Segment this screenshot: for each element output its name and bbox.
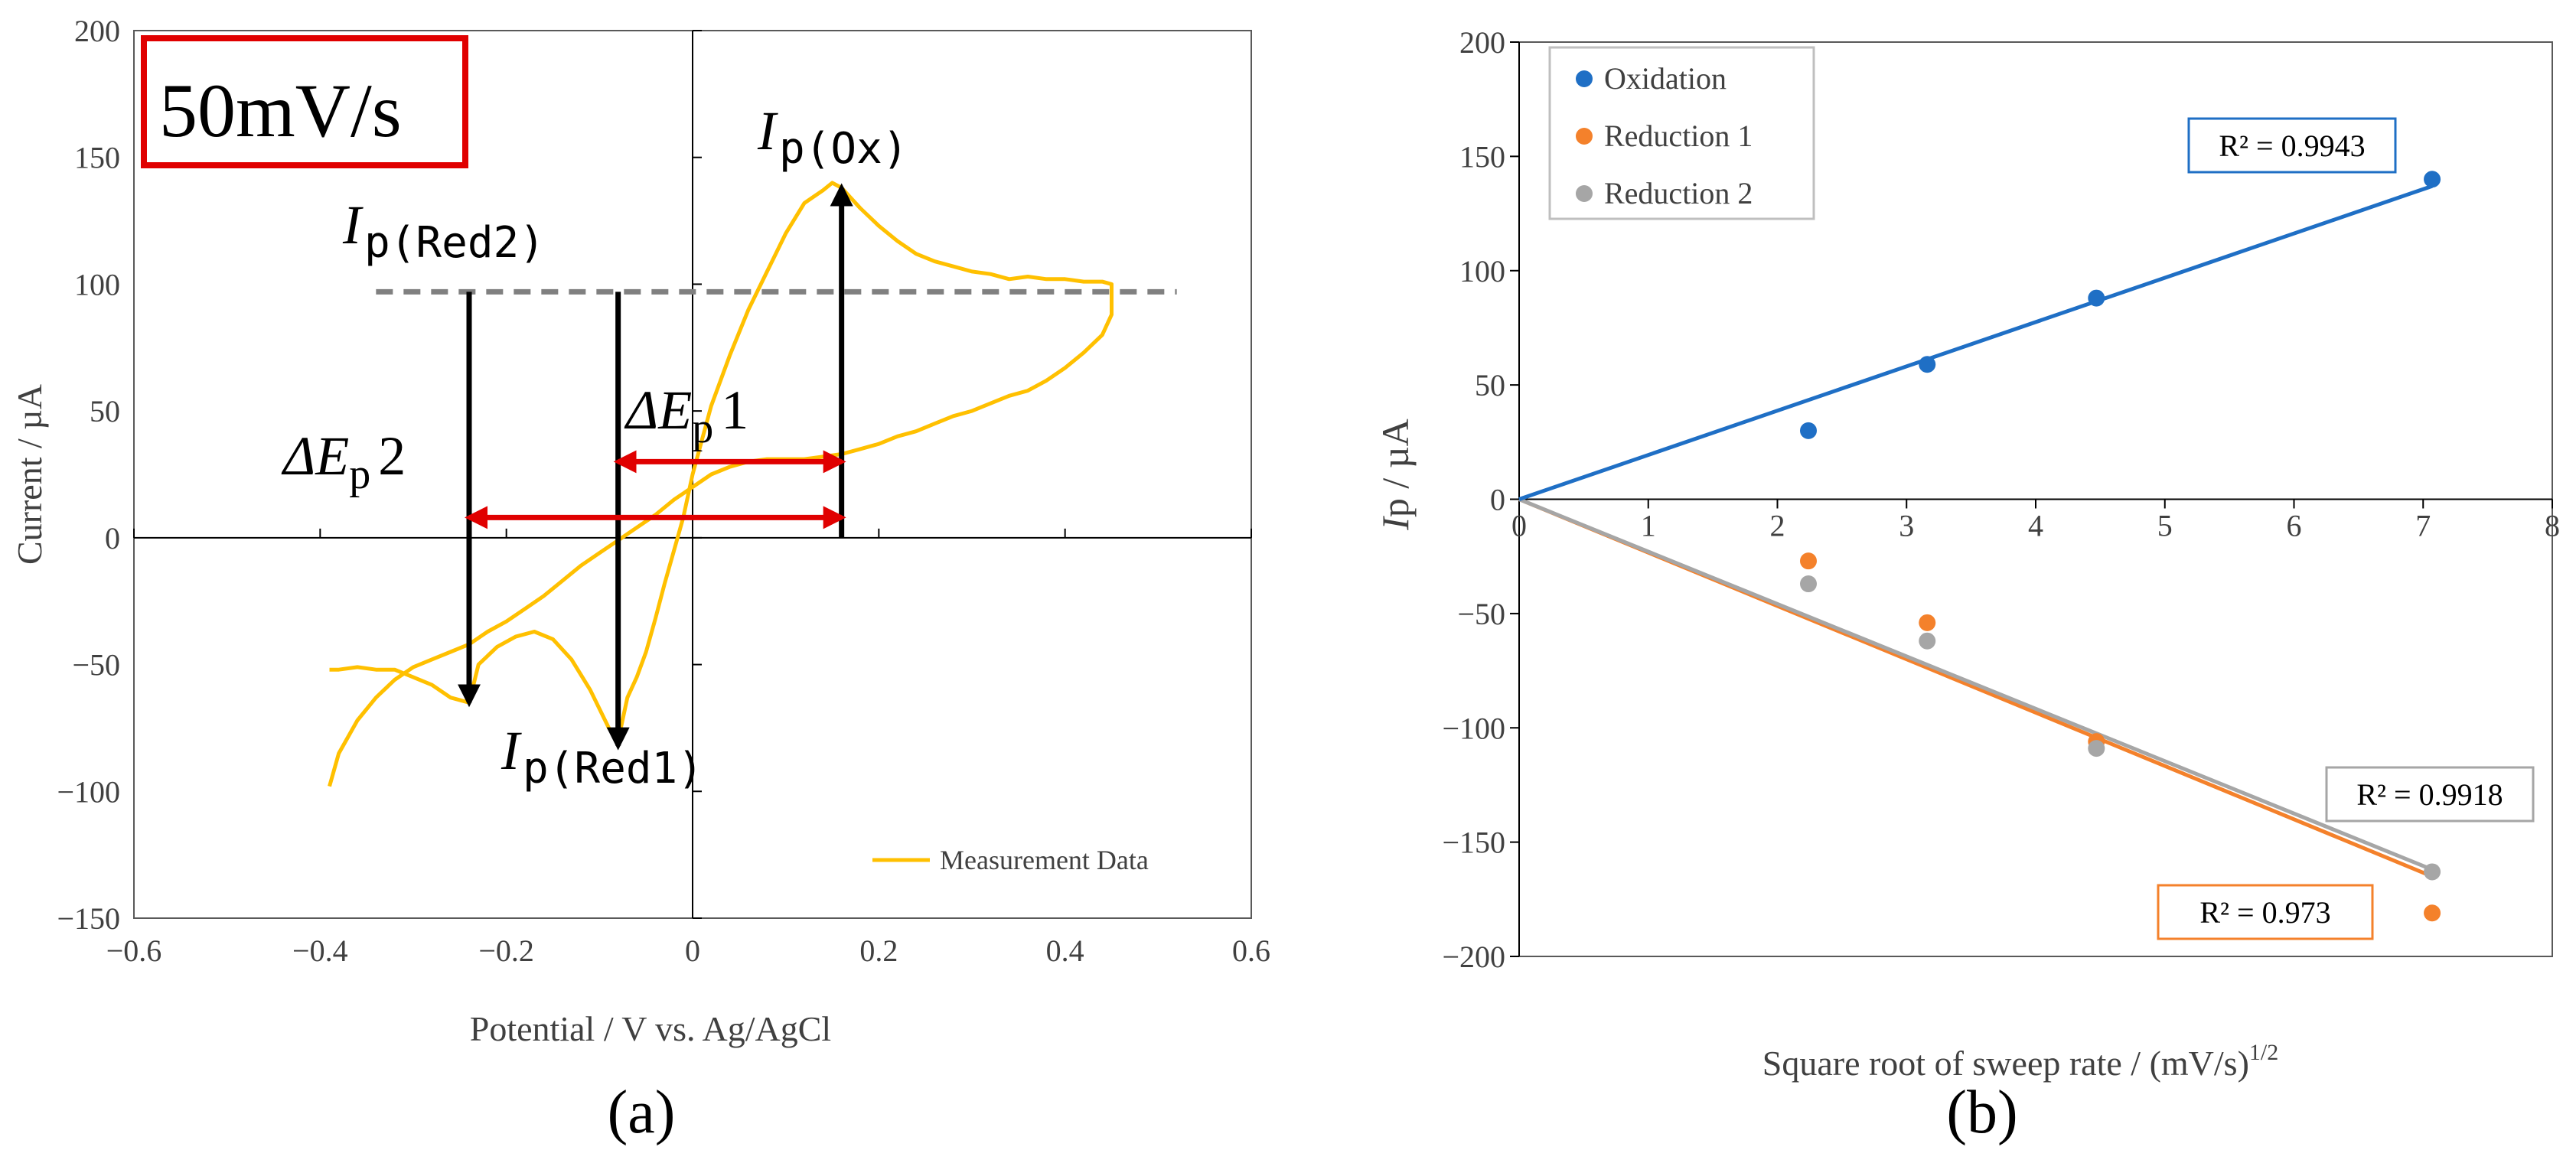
legend-label-oxidation: Oxidation — [1604, 61, 1727, 96]
point-reduction-1 — [1919, 614, 1936, 631]
panel-a-ylabel: Current / µA — [10, 384, 49, 565]
panel-a-x-tick-label: −0.6 — [106, 933, 162, 968]
r2-label-reduction-2: R² = 0.9918 — [2356, 777, 2503, 812]
panel-a-x-tick-label: 0.6 — [1232, 933, 1270, 968]
legend-marker-reduction-1 — [1576, 128, 1593, 145]
panel-b-y-tick-label: 200 — [1459, 25, 1505, 60]
panel-b-x-tick-label: 5 — [2157, 509, 2173, 543]
panel-a-series — [328, 181, 1114, 787]
panel-b-y-tick-label: 100 — [1459, 254, 1505, 288]
legend-marker-oxidation — [1576, 70, 1593, 87]
r2-box-oxidation: R² = 0.9943 — [2187, 117, 2397, 174]
panel-a-label: (a) — [608, 1079, 676, 1146]
point-reduction-2 — [1800, 575, 1817, 593]
panel-a-y-tick-label: −50 — [72, 648, 120, 683]
panel-b-y-tick-label: 50 — [1475, 368, 1505, 402]
panel-b-tick-labels: −200 −150 −100 −50 0 50 100 150 200 0 1 2 3 4 5 6 7 8 — [1442, 25, 2560, 974]
panel-b-x-tick-label: 4 — [2028, 509, 2043, 543]
point-reduction-2 — [1919, 632, 1936, 650]
panel-a-x-tick-label: −0.4 — [292, 933, 348, 968]
panel-a-y-tick-label: 100 — [74, 267, 120, 301]
trendline-oxidation — [1518, 184, 2433, 501]
r2-box-reduction-2: R² = 0.9918 — [2325, 766, 2535, 823]
ip-red1-label: Ip(Red1) — [501, 720, 703, 793]
panel-a-x-tick-label: 0 — [685, 933, 700, 968]
panel-a-y-tick-label: −100 — [57, 774, 120, 809]
point-oxidation — [2088, 289, 2105, 307]
panel-b-y-tick-label: 0 — [1490, 483, 1505, 517]
panel-b-series — [1518, 171, 2441, 922]
point-reduction-1 — [1800, 552, 1817, 570]
panel-a-legend: Measurement Data — [872, 845, 1149, 875]
panel-a-x-tick-label: 0.2 — [859, 933, 898, 968]
panel-b-ylabel: Ip / µA — [1374, 419, 1417, 530]
legend-label-reduction-1: Reduction 1 — [1604, 119, 1753, 153]
panel-b-y-tick-label: −150 — [1442, 826, 1505, 860]
legend-marker-reduction-2 — [1576, 185, 1593, 202]
panel-b-y-tick-label: −100 — [1442, 711, 1505, 745]
point-oxidation — [1800, 422, 1817, 439]
panel-b-legend: Oxidation Reduction 1 Reduction 2 — [1548, 46, 1815, 220]
panel-a-y-tick-label: 150 — [74, 141, 120, 175]
panel-b-x-tick-label: 1 — [1641, 509, 1656, 543]
sweep-rate-label: 50mV/s — [159, 68, 402, 153]
panel-a-arrows — [458, 183, 853, 751]
r2-label-oxidation: R² = 0.9943 — [2219, 129, 2365, 163]
r2-box-oxidation-frame — [2187, 117, 2397, 174]
delta-ep1-label: ΔEp 1 — [624, 380, 748, 452]
panel-a-chart: −150 −100 −50 0 50 100 150 200 −0.6 −0.4 −0.2 0 0.2 0… — [10, 14, 1270, 1146]
point-oxidation — [2424, 171, 2441, 188]
trendline-reduction-2 — [1518, 497, 2434, 871]
panel-b-y-tick-label: 150 — [1459, 139, 1505, 174]
panel-b-y-tick-label: −200 — [1442, 940, 1505, 974]
panel-a-tick-labels: −150 −100 −50 0 50 100 150 200 −0.6 −0.4 −0.2 0 0.2 0… — [57, 14, 1270, 968]
sweep-rate-box — [141, 35, 468, 168]
panel-b-x-tick-label: 6 — [2287, 509, 2302, 543]
panel-b-x-tick-label: 2 — [1770, 509, 1785, 543]
r2-box-reduction-1: R² = 0.973 — [2157, 884, 2374, 940]
r2-box-reduction-2-frame — [2325, 766, 2535, 823]
legend-label-reduction-2: Reduction 2 — [1604, 176, 1753, 210]
ip-red2-label: Ip(Red2) — [342, 194, 545, 268]
panel-b-x-tick-label: 0 — [1511, 509, 1527, 543]
point-reduction-1 — [2424, 904, 2441, 922]
panel-b-y-tick-label: −50 — [1457, 597, 1505, 631]
point-reduction-2 — [2088, 740, 2105, 757]
panel-b-xlabel: Square root of sweep rate / (mV/s)1/2 — [1762, 1040, 2278, 1083]
panel-a-y-tick-label: 50 — [90, 394, 120, 428]
legend-box — [1548, 46, 1815, 220]
panel-a-y-tick-label: 200 — [74, 14, 120, 48]
panel-a-xlabel: Potential / V vs. Ag/AgCl — [470, 1009, 831, 1048]
panel-b-x-tick-label: 7 — [2415, 509, 2431, 543]
panel-a-y-tick-label: −150 — [57, 901, 120, 936]
point-reduction-2 — [2424, 863, 2441, 881]
panel-b-x-tick-label: 3 — [1899, 509, 1914, 543]
point-oxidation — [1919, 356, 1936, 373]
panel-a-x-tick-label: −0.2 — [478, 933, 534, 968]
legend-label-measurement-data: Measurement Data — [940, 845, 1149, 875]
panel-a-y-tick-label: 0 — [105, 521, 120, 555]
r2-box-reduction-1-frame — [2157, 884, 2374, 940]
delta-ep2-label: ΔEp 2 — [281, 425, 406, 498]
ip-ox-label: Ip(Ox) — [757, 100, 908, 174]
panel-b-label: (b) — [1946, 1079, 2017, 1146]
r2-label-reduction-1: R² = 0.973 — [2199, 895, 2330, 930]
panel-a-x-tick-label: 0.4 — [1046, 933, 1084, 968]
panel-b-x-tick-label: 8 — [2545, 509, 2560, 543]
measurement-data-line — [328, 181, 1114, 787]
panel-b-chart: −200 −150 −100 −50 0 50 100 150 200 0 1 2 3 4 5 6 7 8 Oxi… — [1374, 25, 2560, 1146]
